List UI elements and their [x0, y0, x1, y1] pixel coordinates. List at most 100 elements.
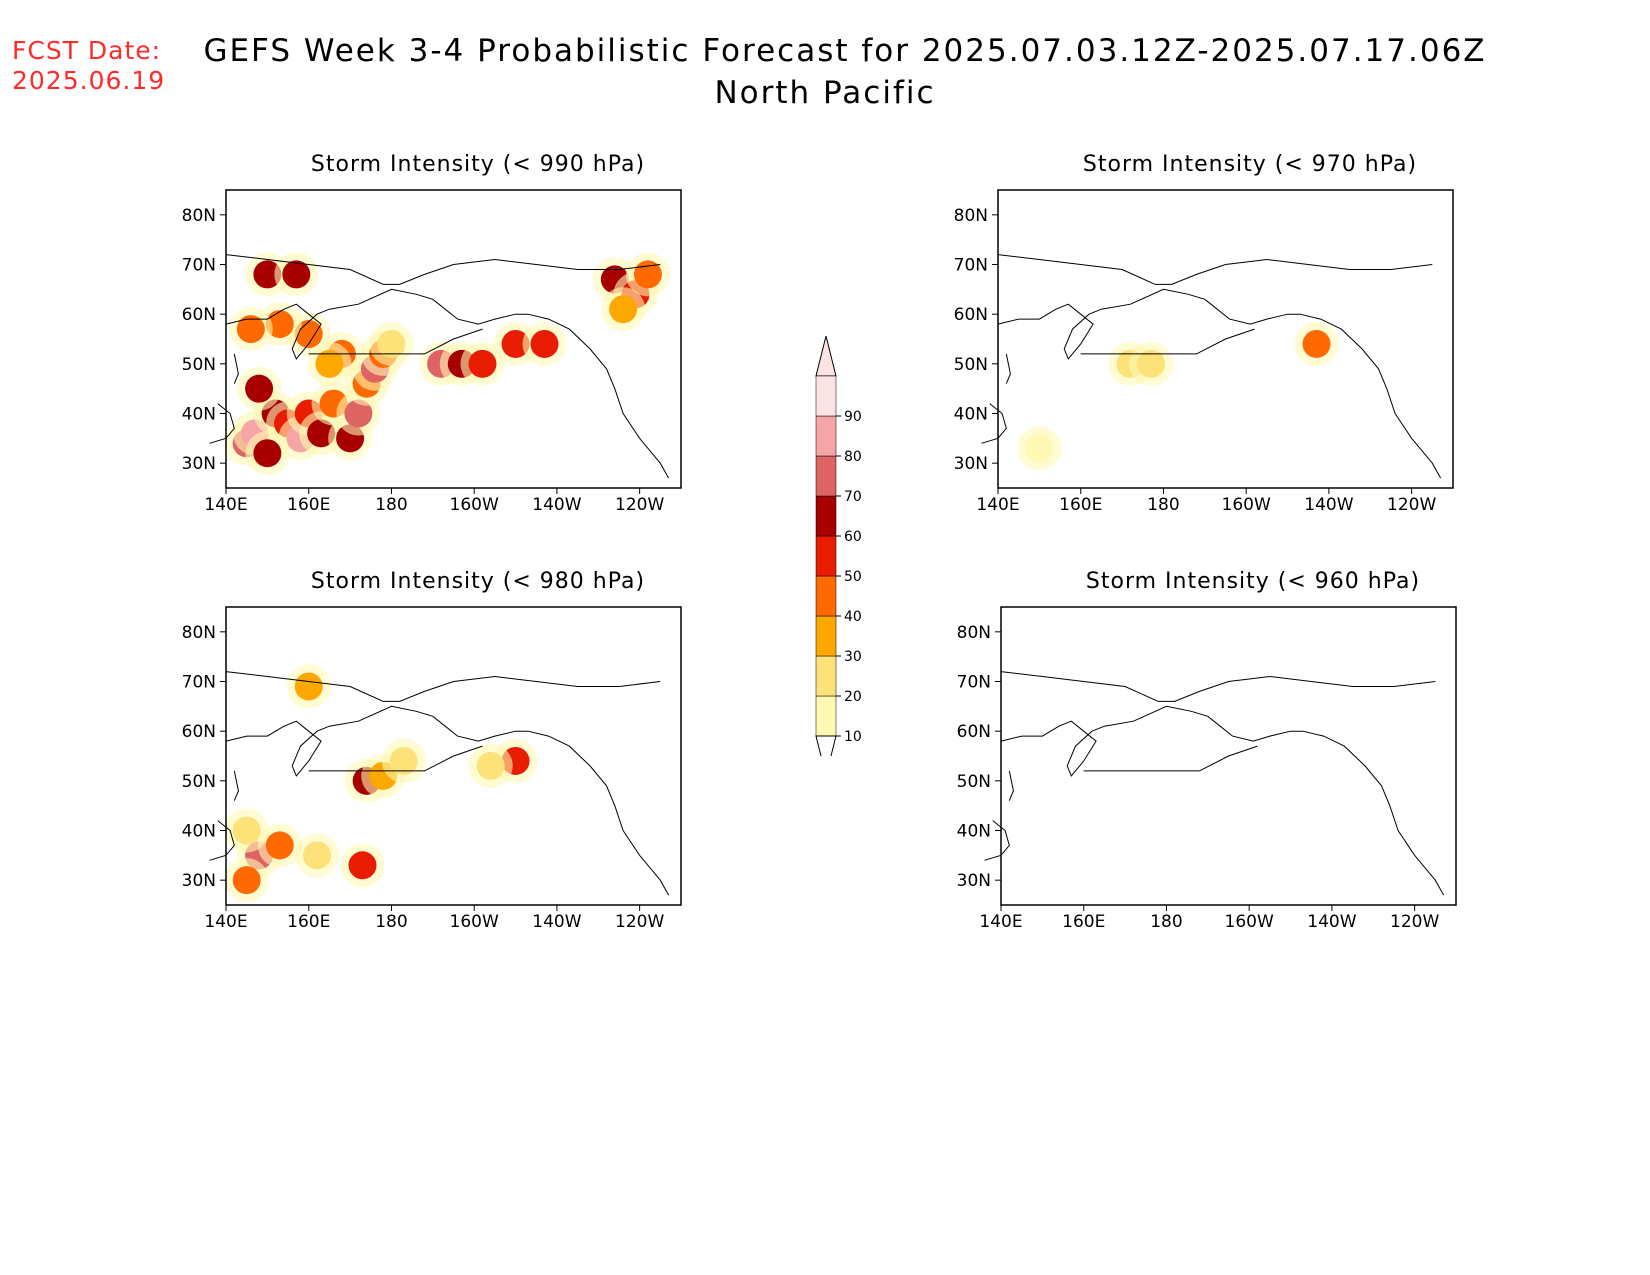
lon-tick-label: 140E	[204, 912, 247, 932]
lon-tick-label: 160W	[450, 495, 499, 515]
data-layer	[1017, 321, 1339, 471]
probability-cell	[253, 439, 282, 468]
coastline	[233, 770, 239, 801]
lat-tick-label: 30N	[182, 454, 216, 474]
panel-title: Storm Intensity (< 970 hPa)	[1082, 152, 1418, 177]
coastline	[1083, 745, 1258, 772]
lon-tick-label: 180	[375, 495, 407, 515]
coastline	[1008, 770, 1014, 801]
lat-tick-label: 50N	[182, 355, 216, 375]
colorbar-label: 30	[844, 649, 862, 665]
probability-cell	[265, 831, 294, 860]
probability-cell	[315, 349, 344, 378]
probability-cell	[232, 816, 261, 845]
map-plot: 80N 70N 60N 50N 40N 30N 140E 160E 180 160W 140W 120…	[957, 606, 1457, 932]
title-line1: GEFS Week 3-4 Probabilistic Forecast for…	[203, 33, 1487, 69]
lat-tick-label: 80N	[182, 623, 216, 643]
lon-tick-label: 160W	[1222, 495, 1271, 515]
coastline	[233, 353, 239, 384]
lon-tick-label: 160E	[287, 495, 330, 515]
probability-cell	[265, 310, 294, 339]
probability-cell	[377, 329, 406, 358]
lat-tick-label: 40N	[954, 405, 988, 425]
lat-tick-label: 50N	[182, 772, 216, 792]
colorbar-label: 80	[844, 449, 862, 465]
lat-tick-label: 70N	[957, 673, 991, 693]
probability-cell	[303, 841, 331, 870]
colorbar-label: 40	[844, 609, 862, 625]
probability-cell	[344, 399, 373, 428]
coastline	[997, 254, 1433, 285]
coastline	[1080, 328, 1255, 355]
forecast-date: FCST Date: 2025.06.19	[12, 36, 165, 96]
probability-cell	[236, 315, 265, 344]
forecast-date-value: 2025.06.19	[12, 66, 166, 95]
probability-cell	[633, 260, 662, 289]
probability-cell	[468, 349, 497, 378]
probability-cell	[1302, 329, 1331, 358]
coastline	[225, 254, 661, 285]
data-layer	[224, 252, 670, 476]
probability-cell	[294, 320, 323, 349]
page-title: GEFS Week 3-4 Probabilistic Forecast for…	[0, 30, 1650, 114]
lon-tick-label: 140W	[532, 495, 581, 515]
lat-tick-label: 80N	[957, 623, 991, 643]
coastline	[1000, 705, 1445, 896]
lat-tick-label: 60N	[182, 722, 216, 742]
map-frame	[225, 606, 682, 906]
lat-tick-label: 60N	[957, 722, 991, 742]
lat-tick-label: 80N	[954, 206, 988, 226]
colorbar-segment	[815, 495, 837, 537]
lon-tick-label: 120W	[1387, 495, 1436, 515]
probability-cell	[294, 672, 323, 701]
map-frame	[997, 189, 1454, 489]
probability-cell	[282, 260, 311, 289]
lat-tick-label: 60N	[954, 305, 988, 325]
forecast-date-label: FCST Date:	[12, 36, 162, 65]
coastline	[1005, 353, 1011, 384]
probability-cell	[232, 866, 261, 895]
colorbar-segment	[815, 695, 837, 737]
coastline	[308, 328, 483, 355]
lat-tick-label: 30N	[957, 871, 991, 891]
probability-cell	[609, 295, 638, 324]
probability-cell	[530, 329, 559, 358]
probability-cell	[389, 746, 418, 775]
colorbar-label: 90	[844, 409, 862, 425]
lat-tick-label: 50N	[954, 355, 988, 375]
lon-tick-label: 180	[1150, 912, 1182, 932]
colorbar-segment	[815, 575, 837, 617]
lat-tick-label: 40N	[182, 822, 216, 842]
probability-cell	[501, 329, 530, 358]
lat-tick-label: 30N	[182, 871, 216, 891]
lon-tick-label: 180	[375, 912, 407, 932]
coastline	[1000, 671, 1436, 702]
lat-tick-label: 80N	[182, 206, 216, 226]
colorbar-segment	[815, 615, 837, 657]
map-plot: 80N 70N 60N 50N 40N 30N 140E 160E 180 160W 140W 120…	[182, 189, 682, 515]
map-frame	[225, 189, 682, 489]
coastline	[225, 705, 670, 896]
colorbar-segment	[815, 455, 837, 497]
probability-cell	[348, 851, 377, 880]
map-frame	[1000, 606, 1457, 906]
probability-cell	[1025, 434, 1054, 463]
lat-tick-label: 70N	[182, 673, 216, 693]
lon-tick-label: 120W	[615, 912, 664, 932]
lon-tick-label: 140W	[532, 912, 581, 932]
lat-tick-label: 30N	[954, 454, 988, 474]
panel-title: Storm Intensity (< 990 hPa)	[310, 152, 646, 177]
lon-tick-label: 160E	[1062, 912, 1105, 932]
lat-tick-label: 70N	[182, 256, 216, 276]
colorbar-segment	[815, 535, 837, 577]
lon-tick-label: 160E	[287, 912, 330, 932]
colorbar-segment	[815, 415, 837, 457]
lat-tick-label: 70N	[954, 256, 988, 276]
map-plot: 80N 70N 60N 50N 40N 30N 140E 160E 180 160W 140W 120…	[954, 189, 1454, 515]
coastline	[225, 671, 661, 702]
title-line2: North Pacific	[714, 75, 936, 111]
coastline	[308, 745, 483, 772]
lon-tick-label: 180	[1147, 495, 1179, 515]
lon-tick-label: 160W	[1225, 912, 1274, 932]
colorbar-segment	[815, 375, 837, 417]
